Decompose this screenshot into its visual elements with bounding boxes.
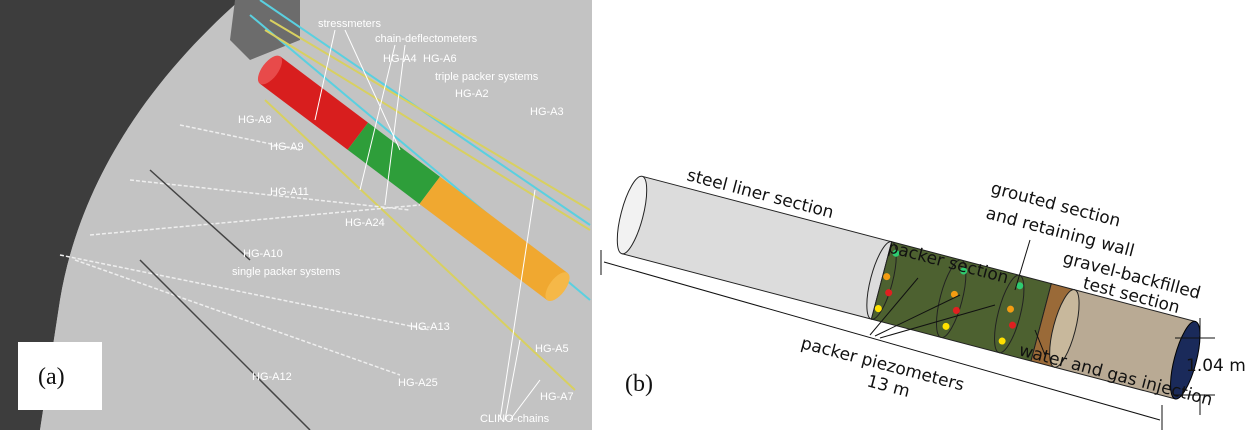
- panel-b: steel liner section grouted section and …: [601, 165, 1246, 430]
- panel-label: (b): [625, 371, 653, 397]
- annotation: HG-A25: [398, 377, 438, 389]
- annotation: HG-A10: [243, 248, 283, 260]
- annotation: HG-A11: [270, 186, 309, 198]
- annotation: HG-A5: [535, 343, 569, 355]
- panel-a: stressmeters chain-deflectometers HG-A4 …: [0, 0, 592, 430]
- figure: stressmeters chain-deflectometers HG-A4 …: [0, 0, 1252, 430]
- annotation: single packer systems: [232, 266, 341, 278]
- annotation: chain-deflectometers: [375, 33, 478, 45]
- annotation: HG-A3: [530, 106, 564, 118]
- annotation: HG-A6: [423, 53, 457, 65]
- panel-label: (a): [38, 364, 65, 390]
- annotation: HG-A8: [238, 114, 272, 126]
- annotation: triple packer systems: [435, 71, 539, 83]
- annotation: HG-A2: [455, 88, 489, 100]
- annotation: HG-A12: [252, 371, 292, 383]
- annotation: HG-A7: [540, 391, 574, 403]
- annotation: HG-A9: [270, 141, 304, 153]
- annotation: 1.04 m: [1186, 356, 1246, 376]
- annotation: HG-A4: [383, 53, 417, 65]
- annotation: HG-A13: [410, 321, 450, 333]
- annotation: HG-A24: [345, 217, 385, 229]
- annotation: CLINO-chains: [480, 413, 550, 425]
- annotation: stressmeters: [318, 18, 381, 30]
